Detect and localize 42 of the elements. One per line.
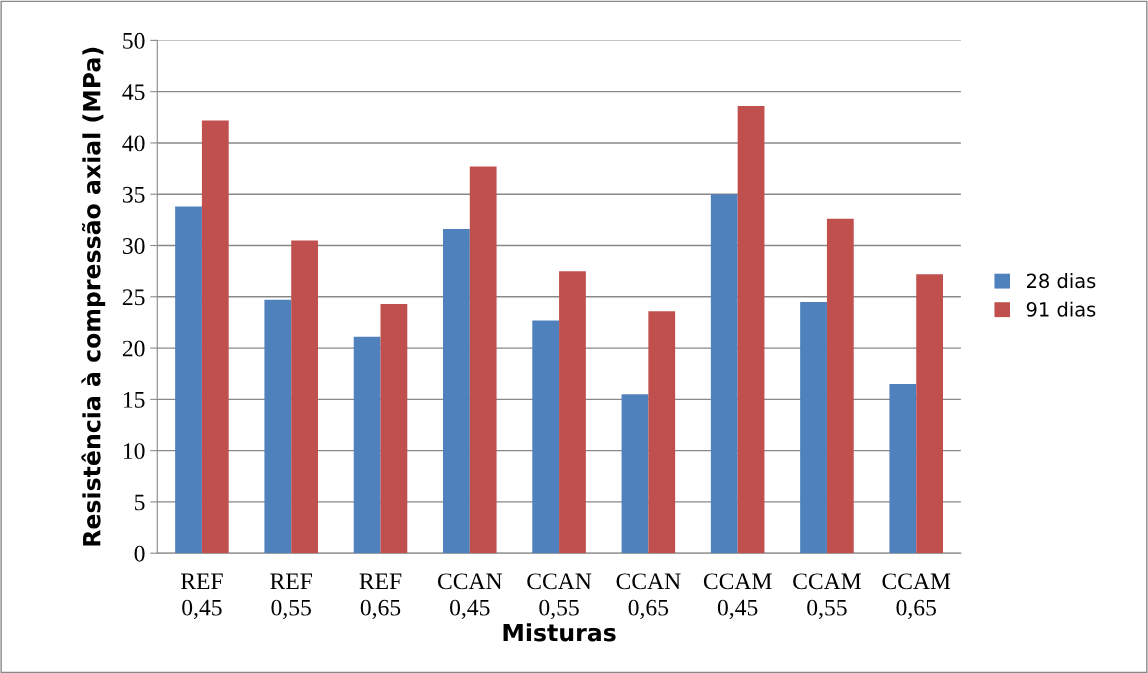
y-tick-label: 10 [123,443,145,460]
bar [889,383,917,554]
y-axis-title: Resistência à compressão axial (MPa) [81,47,106,546]
bar [559,271,586,554]
bar [264,299,292,554]
bar [353,336,381,554]
legend-label: 91 dias [1026,301,1096,317]
bar [737,106,765,554]
bar [201,120,229,554]
bar [380,303,408,554]
bar [532,320,560,554]
bar [648,311,676,554]
bar [800,301,827,554]
x-tick-label: REF 0,65 [359,573,402,619]
legend-label: 28 dias [1026,273,1096,289]
x-tick-label: CCAM 0,65 [882,573,951,619]
bar [621,394,649,554]
x-axis-title: Misturas [503,623,616,642]
bar [710,194,738,554]
y-tick-label: 30 [122,238,145,254]
bar [443,229,470,554]
bar [175,206,202,554]
x-tick-label: CCAN 0,55 [527,573,592,619]
bar [469,166,497,554]
x-tick-label: CCAN 0,65 [616,573,681,619]
y-tick-label: 0 [134,545,145,562]
x-tick-label: CCAN 0,45 [437,573,503,619]
x-tick-label: REF 0,45 [180,573,223,619]
y-tick-label: 50 [123,32,145,49]
x-tick-label: REF 0,55 [270,573,313,619]
y-tick-label: 15 [123,391,145,408]
bar [291,240,318,554]
bar [826,218,854,554]
x-tick-label: CCAM 0,45 [703,573,772,619]
y-tick-label: 5 [135,494,145,511]
x-tick-label: CCAM 0,55 [793,573,862,619]
bar [916,274,944,554]
y-tick-label: 45 [122,84,145,101]
y-tick-label: 40 [122,135,145,152]
y-tick-label: 20 [122,340,145,357]
y-tick-label: 25 [122,289,145,306]
y-tick-label: 35 [122,186,145,203]
